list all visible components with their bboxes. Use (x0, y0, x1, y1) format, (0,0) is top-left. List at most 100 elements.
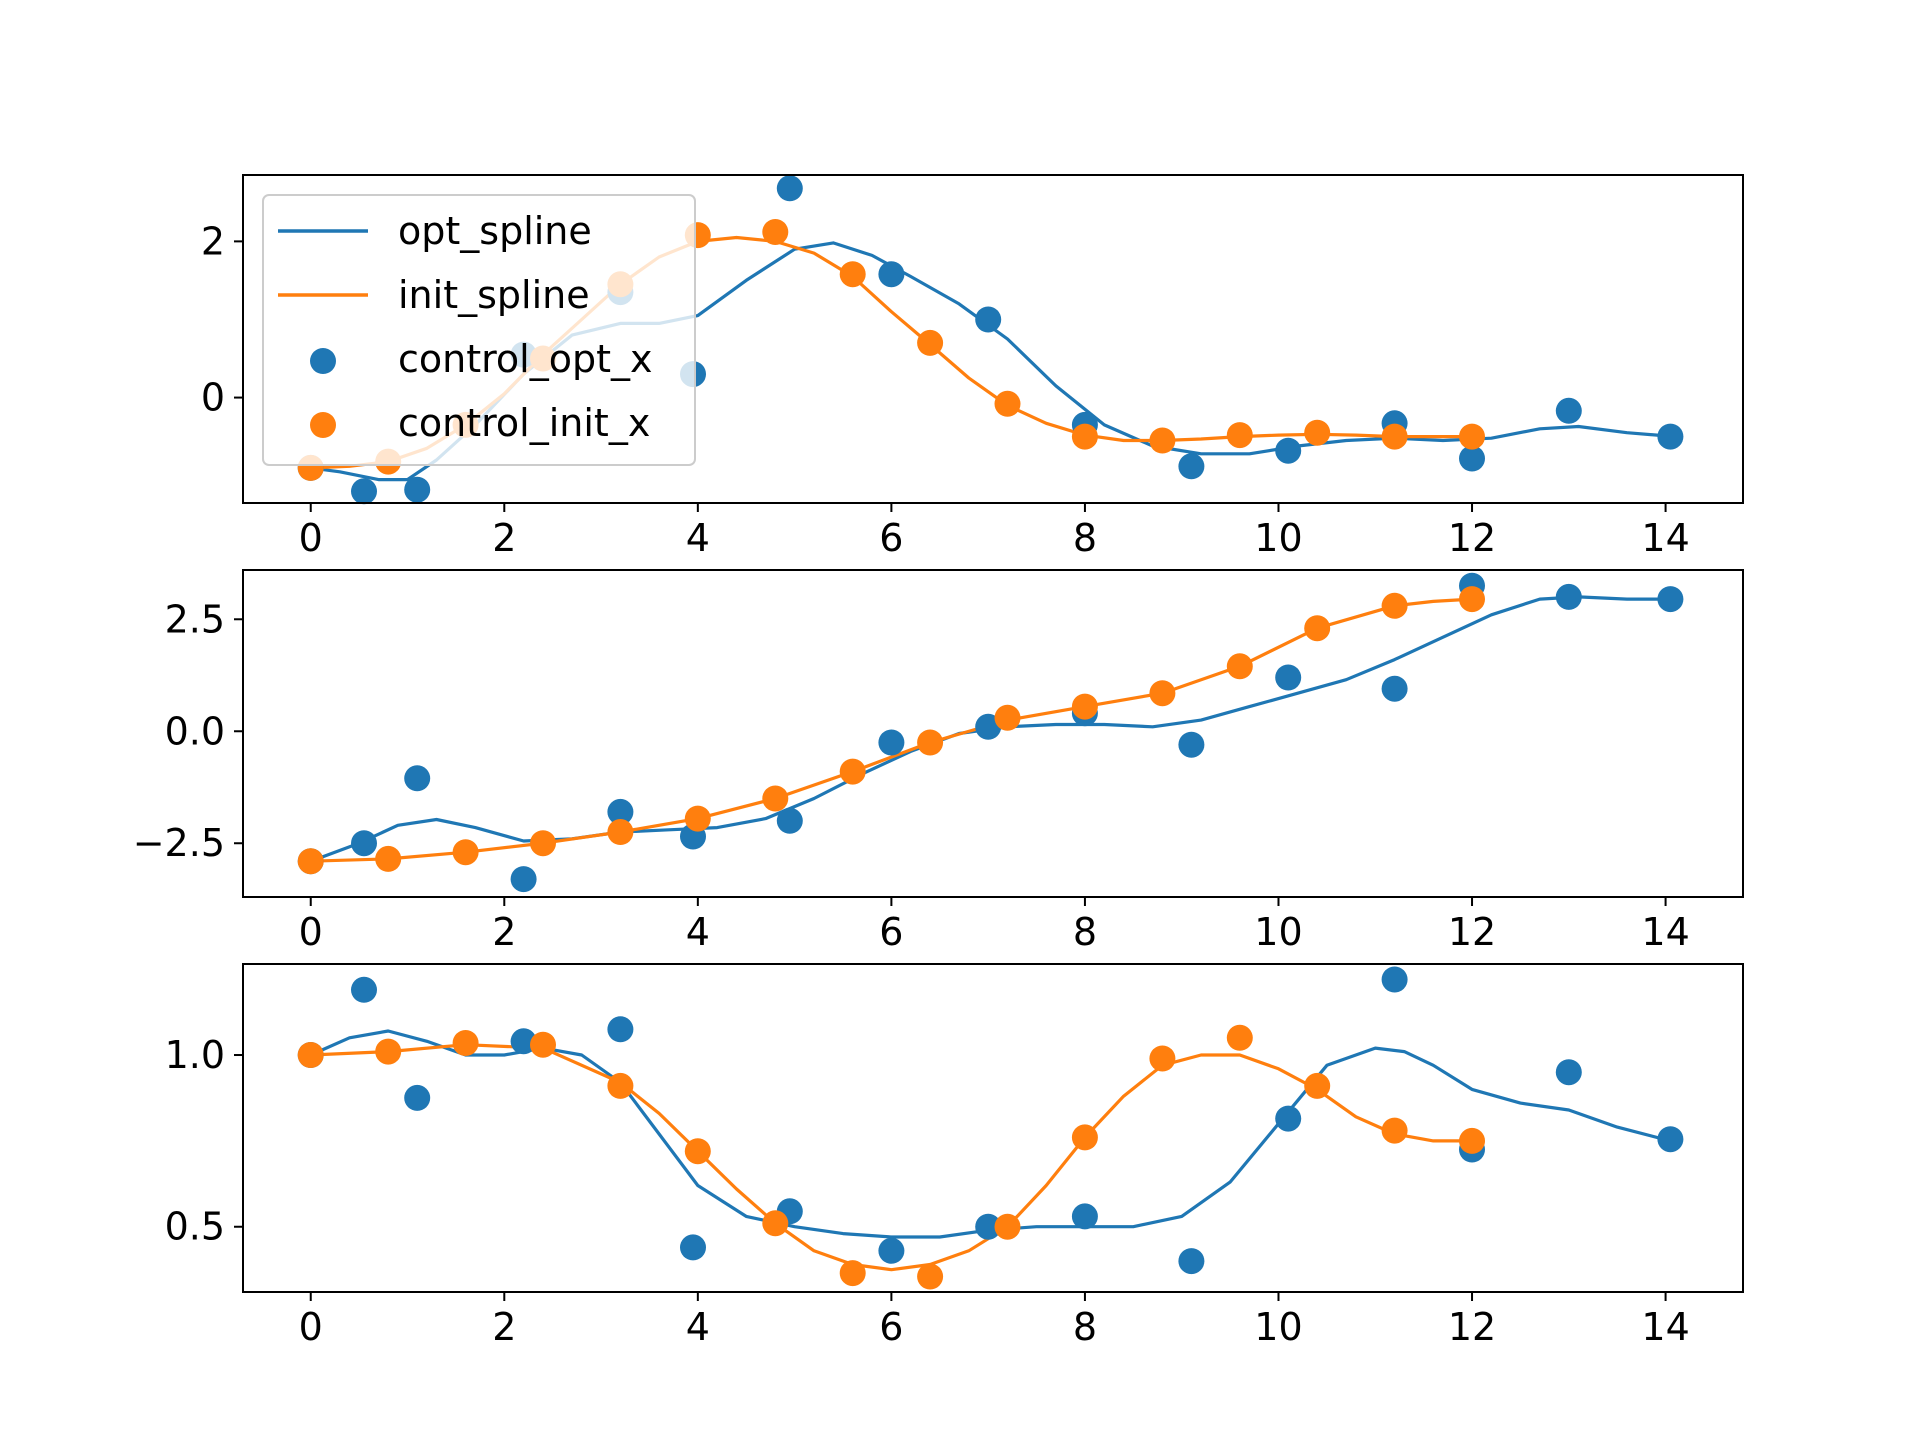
data-point-control_init_x (1226, 653, 1253, 680)
data-point-control_opt_x (607, 1016, 634, 1043)
panel-2: 0 2 4 6 8 10 12 14 −2.5 0.0 2.5 (133, 569, 1744, 954)
x-tick-label: 12 (1448, 516, 1496, 560)
data-point-control_opt_x (1178, 731, 1205, 758)
data-point-control_opt_x (1381, 675, 1408, 702)
data-point-control_opt_x (975, 306, 1002, 333)
x-tick-label: 10 (1254, 1305, 1302, 1349)
x-tick-label: 8 (1073, 1305, 1097, 1349)
y-tick-label: 0 (201, 376, 225, 420)
x-tick-label: 10 (1254, 516, 1302, 560)
data-point-control_opt_x (1657, 1126, 1684, 1153)
data-point-control_opt_x (878, 1237, 905, 1264)
x-tick-label: 12 (1448, 1305, 1496, 1349)
data-point-control_init_x (452, 1030, 479, 1056)
data-point-control_opt_x (975, 1213, 1002, 1240)
data-point-control_init_x (762, 785, 789, 812)
legend-label-control_opt_x: control_opt_x (398, 337, 652, 381)
data-point-control_opt_x (1275, 437, 1302, 464)
data-point-control_opt_x (1178, 453, 1205, 480)
data-point-control_init_x (375, 1038, 402, 1065)
data-point-control_init_x (1459, 423, 1485, 450)
data-point-control_opt_x (510, 866, 537, 893)
data-point-control_init_x (917, 1263, 944, 1290)
data-point-control_init_x (917, 729, 944, 756)
data-point-control_init_x (994, 390, 1021, 417)
axes-frame (242, 174, 1744, 504)
data-point-control_init_x (1149, 680, 1176, 707)
data-point-control_init_x (1459, 586, 1485, 613)
data-point-control_init_x (1149, 1045, 1176, 1072)
data-point-control_init_x (684, 1138, 711, 1165)
data-point-control_init_x (530, 830, 556, 857)
x-tick-label: 10 (1254, 910, 1302, 954)
data-point-control_opt_x (351, 478, 377, 505)
series-line-init_spline (310, 1043, 1472, 1272)
data-point-control_opt_x (510, 1028, 537, 1055)
legend-swatch-control_opt_x (310, 348, 336, 374)
legend-box (262, 194, 696, 466)
data-point-control_opt_x (351, 830, 377, 857)
data-point-control_init_x (1304, 419, 1331, 446)
x-tick-label: 0 (299, 910, 323, 954)
data-point-control_init_x (839, 261, 866, 288)
data-point-control_opt_x (1381, 966, 1408, 993)
data-point-control_init_x (607, 819, 634, 845)
data-point-control_init_x (1226, 422, 1253, 449)
data-point-control_opt_x (404, 765, 431, 792)
x-tick-label: 14 (1641, 1305, 1689, 1349)
data-point-control_opt_x (878, 261, 905, 288)
data-point-control_opt_x (1657, 586, 1684, 613)
legend-label-opt_spline: opt_spline (398, 209, 592, 253)
data-point-control_init_x (452, 839, 479, 866)
y-tick-label: 2 (201, 219, 225, 263)
panel-3: 0 2 4 6 8 10 12 14 0.5 1.0 (165, 963, 1744, 1349)
data-point-control_init_x (917, 329, 944, 356)
data-point-control_init_x (684, 805, 711, 832)
data-point-control_init_x (994, 1213, 1021, 1240)
data-point-control_init_x (297, 1042, 324, 1068)
data-point-control_opt_x (1555, 583, 1582, 610)
data-point-control_opt_x (975, 713, 1002, 740)
data-point-control_init_x (839, 1260, 866, 1287)
x-tick-label: 8 (1073, 516, 1097, 560)
data-point-control_init_x (1381, 1117, 1408, 1144)
x-tick-label: 14 (1641, 516, 1689, 560)
data-point-control_init_x (1071, 423, 1098, 450)
data-point-control_opt_x (776, 175, 803, 202)
data-point-control_init_x (375, 845, 402, 872)
data-point-control_opt_x (1555, 397, 1582, 424)
data-point-control_init_x (1071, 693, 1098, 720)
x-tick-label: 0 (299, 1305, 323, 1349)
y-tick-label: 0.5 (165, 1205, 225, 1249)
x-tick-label: 6 (879, 516, 903, 560)
x-tick-label: 4 (686, 1305, 710, 1349)
data-point-control_init_x (1149, 427, 1176, 454)
x-tick-label: 6 (879, 910, 903, 954)
data-point-control_init_x (839, 758, 866, 785)
data-point-control_opt_x (1555, 1059, 1582, 1086)
x-tick-label: 6 (879, 1305, 903, 1349)
legend: opt_spline init_spline control_opt_xcontro… (262, 194, 696, 466)
x-tick-label: 8 (1073, 910, 1097, 954)
data-point-control_init_x (994, 704, 1021, 731)
data-point-control_opt_x (1071, 1203, 1098, 1230)
data-point-control_init_x (1304, 1072, 1331, 1099)
data-point-control_init_x (1226, 1024, 1253, 1051)
legend-label-init_spline: init_spline (398, 273, 590, 317)
x-tick-label: 0 (299, 516, 323, 560)
legend-swatch-control_init_x (310, 412, 336, 438)
data-point-control_init_x (1304, 615, 1331, 642)
x-tick-label: 12 (1448, 910, 1496, 954)
data-point-control_init_x (297, 848, 324, 875)
data-point-control_init_x (1381, 423, 1408, 450)
y-tick-label: 0.0 (165, 709, 225, 753)
panels: 0 2 4 6 8 10 12 14 0 2 0 2 4 6 8 10 12 14 −2.5 0.0 2.5 0 2 4 6 8 1… (133, 174, 1744, 1349)
data-point-control_opt_x (1275, 1105, 1302, 1132)
y-tick-label: 2.5 (165, 597, 225, 641)
data-point-control_opt_x (404, 1084, 431, 1111)
axes-frame (242, 569, 1744, 898)
data-point-control_opt_x (1657, 423, 1684, 450)
y-tick-label: 1.0 (165, 1033, 225, 1077)
x-tick-label: 2 (492, 516, 516, 560)
